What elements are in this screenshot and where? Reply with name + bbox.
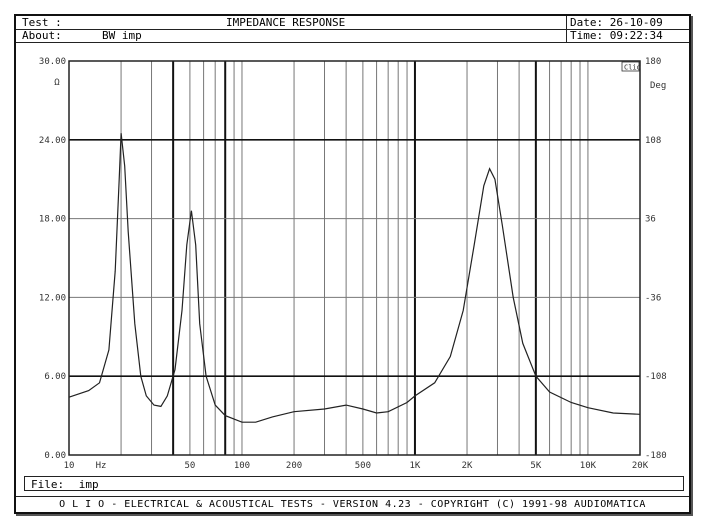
x-tick-label: 2K (462, 461, 473, 471)
y-tick-label: 30.00 (39, 57, 66, 67)
y-tick-label: 24.00 (39, 136, 66, 146)
about-value: BW imp (102, 29, 142, 42)
x-tick-label: 200 (286, 461, 302, 471)
impedance-curve (68, 133, 641, 423)
y2-tick-label: -36 (645, 293, 661, 303)
date: Date: 26-10-09 (570, 16, 663, 29)
x-tick-label: 5K (530, 461, 541, 471)
y2-axis-unit: Deg (650, 81, 666, 91)
test-label: Test : (22, 16, 62, 29)
header-divider (566, 16, 567, 42)
chart-title: IMPEDANCE RESPONSE (226, 16, 346, 29)
plot-area-border (68, 60, 641, 456)
about-label: About: (22, 29, 62, 42)
header-row-1: Test : IMPEDANCE RESPONSE Date: 26-10-09 (16, 16, 689, 30)
file-box: File: imp (24, 476, 684, 491)
chart-window: Test : IMPEDANCE RESPONSE Date: 26-10-09… (14, 14, 691, 514)
file-label: File: (31, 478, 65, 491)
x-tick-label: 500 (355, 461, 371, 471)
file-value: imp (78, 478, 99, 491)
y-tick-label: 18.00 (39, 215, 66, 225)
y-tick-label: 0.00 (44, 451, 66, 461)
y-axis-unit: Ω (54, 78, 60, 88)
clio-box (621, 61, 640, 72)
y2-tick-label: -108 (645, 372, 667, 382)
x-tick-label: 100 (234, 461, 250, 471)
y-tick-label: 12.00 (39, 293, 66, 303)
x-tick-label: 50 (184, 461, 195, 471)
y-tick-label: 6.00 (44, 372, 66, 382)
footer: O L I O - ELECTRICAL & ACOUSTICAL TESTS … (16, 496, 689, 513)
y2-tick-label: -180 (645, 451, 667, 461)
x-tick-label: 1K (410, 461, 421, 471)
x-tick-label: 20K (632, 461, 649, 471)
x-tick-label: 10 (64, 461, 75, 471)
x-tick-label: Hz (96, 461, 107, 471)
clio-box-label: Clio (624, 64, 641, 72)
y2-tick-label: 108 (645, 136, 661, 146)
header-row-2: About: BW imp Time: 09:22:34 (16, 29, 689, 43)
y2-tick-label: 180 (645, 57, 661, 67)
x-tick-label: 10K (580, 461, 597, 471)
y2-tick-label: 36 (645, 215, 656, 225)
time: Time: 09:22:34 (570, 29, 663, 42)
